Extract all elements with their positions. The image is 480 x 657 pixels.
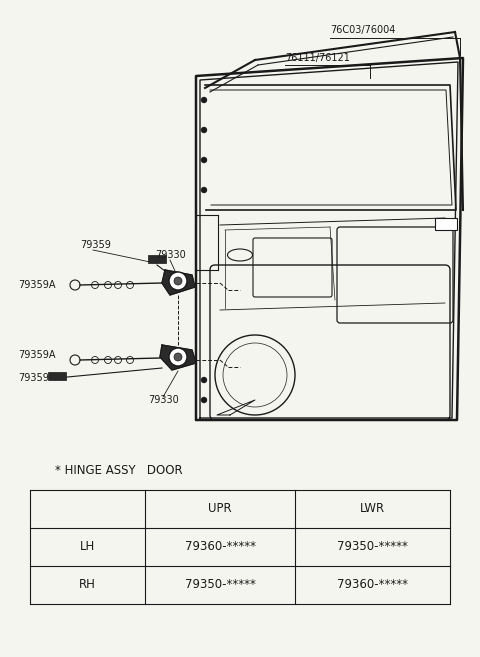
Bar (48, 372, 66, 380)
Text: 79330: 79330 (148, 395, 179, 405)
Text: 76111/76121: 76111/76121 (285, 53, 350, 63)
Text: * HINGE ASSY   DOOR: * HINGE ASSY DOOR (55, 463, 182, 476)
Circle shape (201, 97, 207, 103)
Circle shape (201, 397, 207, 403)
Text: LWR: LWR (360, 503, 385, 516)
Text: RH: RH (79, 579, 96, 591)
Polygon shape (160, 345, 196, 370)
Circle shape (201, 377, 207, 383)
Circle shape (201, 187, 207, 193)
Bar (435, 218, 457, 230)
Text: 79359A: 79359A (18, 280, 56, 290)
Circle shape (169, 348, 187, 366)
Text: 79360-*****: 79360-***** (184, 541, 255, 553)
Text: 79330: 79330 (155, 250, 186, 260)
Text: 76C03/76004: 76C03/76004 (330, 25, 396, 35)
Text: 79359A: 79359A (18, 350, 56, 360)
Circle shape (169, 272, 187, 290)
Text: 79350-*****: 79350-***** (337, 541, 408, 553)
Text: 79359: 79359 (80, 240, 111, 250)
Circle shape (174, 353, 182, 361)
Circle shape (201, 127, 207, 133)
Circle shape (174, 277, 182, 285)
Text: 79360-*****: 79360-***** (337, 579, 408, 591)
Text: 79359: 79359 (18, 373, 49, 383)
Bar (148, 255, 166, 263)
Text: LH: LH (80, 541, 95, 553)
Circle shape (201, 157, 207, 163)
Polygon shape (162, 270, 195, 295)
Text: 79350-*****: 79350-***** (185, 579, 255, 591)
Text: UPR: UPR (208, 503, 232, 516)
